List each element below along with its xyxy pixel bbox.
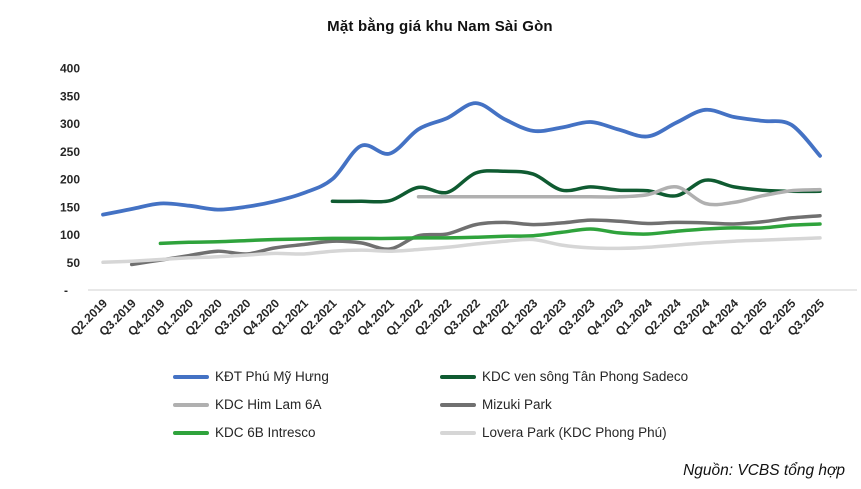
legend-item: KĐT Phú Mỹ Hưng: [173, 367, 440, 386]
series-line-lovera-park-kdc-phong-ph-: [101, 236, 822, 265]
chart-legend: KĐT Phú Mỹ Hưng KDC ven sông Tân Phong S…: [173, 367, 740, 442]
y-axis-label: 250: [60, 145, 80, 159]
legend-label: KDC Him Lam 6A: [215, 397, 322, 412]
y-axis-label: 50: [67, 256, 81, 270]
legend-item: KDC ven sông Tân Phong Sadeco: [440, 367, 740, 386]
legend-label: KDC ven sông Tân Phong Sadeco: [482, 369, 689, 384]
series-line-kdc-him-lam-6a: [416, 184, 822, 207]
y-axis-label: 200: [60, 173, 80, 187]
legend-line-swatch: [440, 402, 476, 407]
y-axis-label: 300: [60, 117, 80, 131]
legend-line-swatch: [173, 374, 209, 379]
legend-line-swatch: [440, 374, 476, 379]
legend-label: KĐT Phú Mỹ Hưng: [215, 369, 329, 384]
legend-line-swatch: [173, 402, 209, 407]
series-line-kdc-ven-s-ng-t-n-phong-sadeco: [330, 169, 822, 204]
chart-title: Mặt bằng giá khu Nam Sài Gòn: [327, 18, 553, 35]
legend-line-swatch: [440, 430, 476, 435]
legend-item: Lovera Park (KDC Phong Phú): [440, 423, 740, 442]
series-line-k-t-ph-m-h-ng: [101, 101, 822, 217]
legend-item: KDC 6B Intresco: [173, 423, 440, 442]
y-axis-label: -: [64, 284, 68, 298]
series-line-kdc-6b-intresco: [158, 222, 822, 246]
legend-item: Mizuki Park: [440, 395, 740, 414]
y-axis-label: 100: [60, 228, 80, 242]
y-axis-label: 150: [60, 200, 80, 214]
y-axis-label: 350: [60, 89, 80, 103]
legend-item: KDC Him Lam 6A: [173, 395, 440, 414]
legend-line-swatch: [173, 430, 209, 435]
legend-label: Lovera Park (KDC Phong Phú): [482, 425, 667, 440]
y-axis-label: 400: [60, 62, 80, 76]
legend-label: KDC 6B Intresco: [215, 425, 316, 440]
source-note: Nguồn: VCBS tổng hợp: [683, 462, 845, 479]
legend-label: Mizuki Park: [482, 397, 552, 412]
